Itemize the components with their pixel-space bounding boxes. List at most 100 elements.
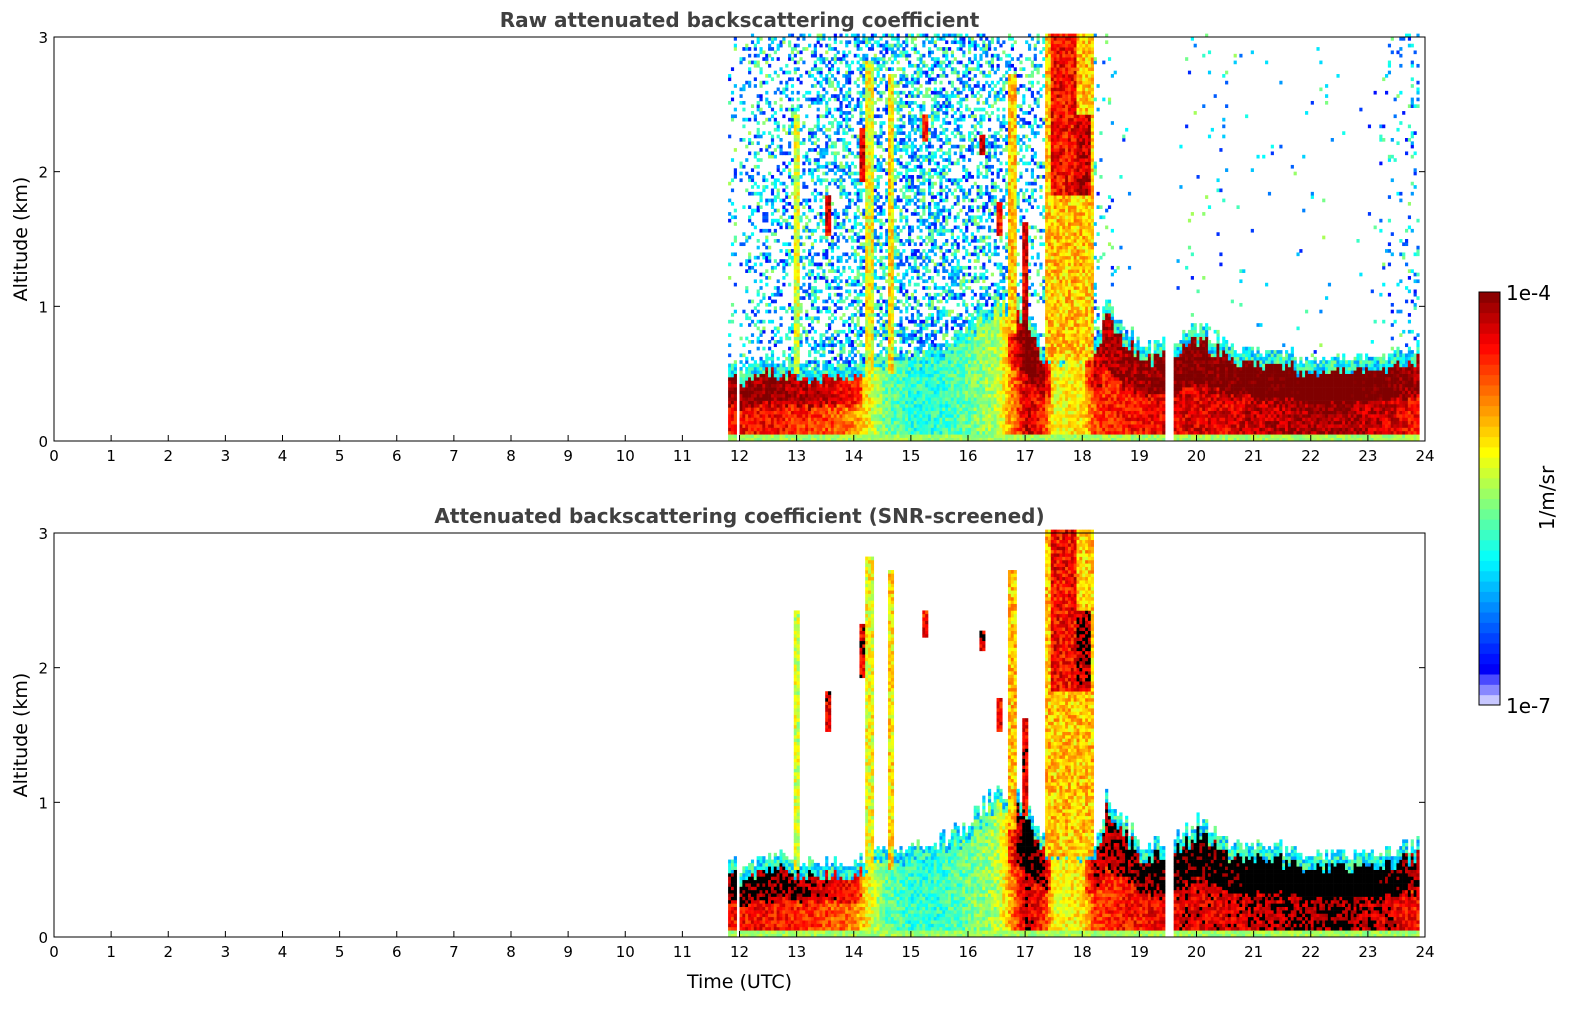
- heatmap-cell: [768, 393, 772, 398]
- heatmap-cell: [799, 427, 803, 432]
- heatmap-cell: [893, 90, 897, 95]
- heatmap-cell: [888, 373, 892, 378]
- heatmap-cell: [828, 417, 832, 422]
- heatmap-cell: [859, 121, 863, 125]
- heatmap-cell: [933, 296, 937, 300]
- heatmap-cell: [748, 393, 752, 398]
- heatmap-cell: [919, 181, 923, 186]
- heatmap-cell: [756, 363, 760, 368]
- heatmap-cell: [810, 208, 815, 213]
- heatmap-cell: [793, 43, 797, 48]
- heatmap-cell: [805, 370, 809, 374]
- heatmap-cell: [773, 121, 777, 125]
- heatmap-cell: [830, 400, 835, 405]
- heatmap-cell: [933, 228, 937, 233]
- heatmap-cell: [925, 114, 929, 119]
- heatmap-cell: [919, 410, 923, 415]
- heatmap-cell: [870, 144, 875, 149]
- heatmap-cell: [828, 47, 832, 51]
- heatmap-cell: [868, 363, 872, 368]
- heatmap-cell: [856, 437, 860, 442]
- heatmap-cell: [922, 212, 926, 216]
- heatmap-cell: [836, 363, 840, 368]
- heatmap-cell: [748, 390, 752, 395]
- heatmap-cell: [890, 161, 895, 166]
- heatmap-cell: [819, 74, 823, 78]
- heatmap-cell: [896, 377, 900, 381]
- heatmap-cell: [822, 390, 826, 395]
- heatmap-cell: [876, 107, 880, 112]
- heatmap-cell: [739, 87, 743, 92]
- heatmap-cell: [902, 74, 906, 78]
- heatmap-cell: [782, 410, 786, 415]
- heatmap-cell: [885, 84, 889, 88]
- heatmap-cell: [916, 420, 920, 425]
- heatmap-cell: [790, 346, 795, 351]
- heatmap-cell: [790, 414, 795, 418]
- heatmap-cell: [825, 276, 829, 280]
- heatmap-cell: [773, 228, 777, 233]
- heatmap-cell: [750, 340, 755, 344]
- heatmap-cell: [845, 279, 849, 284]
- heatmap-cell: [810, 420, 815, 425]
- heatmap-cell: [919, 407, 923, 411]
- heatmap-cell: [888, 377, 892, 381]
- heatmap-cell: [870, 424, 875, 428]
- heatmap-cell: [770, 414, 775, 418]
- heatmap-cell: [865, 80, 869, 85]
- heatmap-cell: [862, 383, 866, 388]
- heatmap-cell: [885, 353, 889, 358]
- heatmap-cell: [733, 43, 737, 48]
- heatmap-cell: [822, 94, 826, 98]
- heatmap-cell: [745, 387, 749, 391]
- heatmap-cell: [813, 181, 817, 186]
- heatmap-cell: [928, 292, 932, 297]
- heatmap-cell: [873, 208, 877, 213]
- heatmap-cell: [870, 208, 875, 213]
- heatmap-cell: [896, 158, 900, 162]
- heatmap-cell: [933, 57, 937, 61]
- heatmap-cell: [868, 225, 872, 230]
- heatmap-cell: [848, 198, 852, 203]
- heatmap-cell: [848, 393, 852, 398]
- heatmap-cell: [796, 107, 800, 112]
- heatmap-cell: [890, 127, 895, 132]
- heatmap-cell: [885, 148, 889, 152]
- heatmap-cell: [730, 313, 735, 317]
- heatmap-cell: [839, 114, 843, 119]
- heatmap-cell: [830, 161, 835, 166]
- heatmap-cell: [845, 131, 849, 135]
- heatmap-cell: [936, 387, 940, 391]
- heatmap-cell: [853, 353, 857, 358]
- heatmap-cell: [833, 33, 837, 38]
- heatmap-cell: [825, 343, 829, 348]
- heatmap-cell: [930, 319, 935, 324]
- heatmap-cell: [896, 225, 900, 230]
- heatmap-cell: [750, 430, 755, 435]
- heatmap-cell: [850, 340, 855, 344]
- heatmap-cell: [810, 326, 815, 331]
- heatmap-cell: [859, 255, 863, 260]
- heatmap-cell: [762, 390, 766, 395]
- heatmap-cell: [896, 272, 900, 277]
- heatmap-cell: [765, 403, 769, 408]
- heatmap-cell: [790, 377, 795, 381]
- heatmap-cell: [770, 77, 775, 82]
- heatmap-cell: [845, 215, 849, 220]
- heatmap-cell: [788, 117, 792, 122]
- heatmap-cell: [928, 138, 932, 142]
- heatmap-cell: [836, 434, 840, 438]
- heatmap-cell: [876, 242, 880, 247]
- heatmap-cell: [913, 373, 917, 378]
- heatmap-cell: [922, 286, 926, 290]
- heatmap-cell: [828, 292, 832, 297]
- heatmap-cell: [802, 33, 806, 38]
- heatmap-cell: [888, 198, 892, 203]
- heatmap-cell: [808, 424, 812, 428]
- heatmap-cell: [842, 360, 846, 364]
- heatmap-cell: [919, 346, 923, 351]
- heatmap-cell: [893, 255, 897, 260]
- heatmap-cell: [910, 63, 915, 68]
- heatmap-cell: [910, 353, 915, 358]
- heatmap-cell: [873, 57, 877, 61]
